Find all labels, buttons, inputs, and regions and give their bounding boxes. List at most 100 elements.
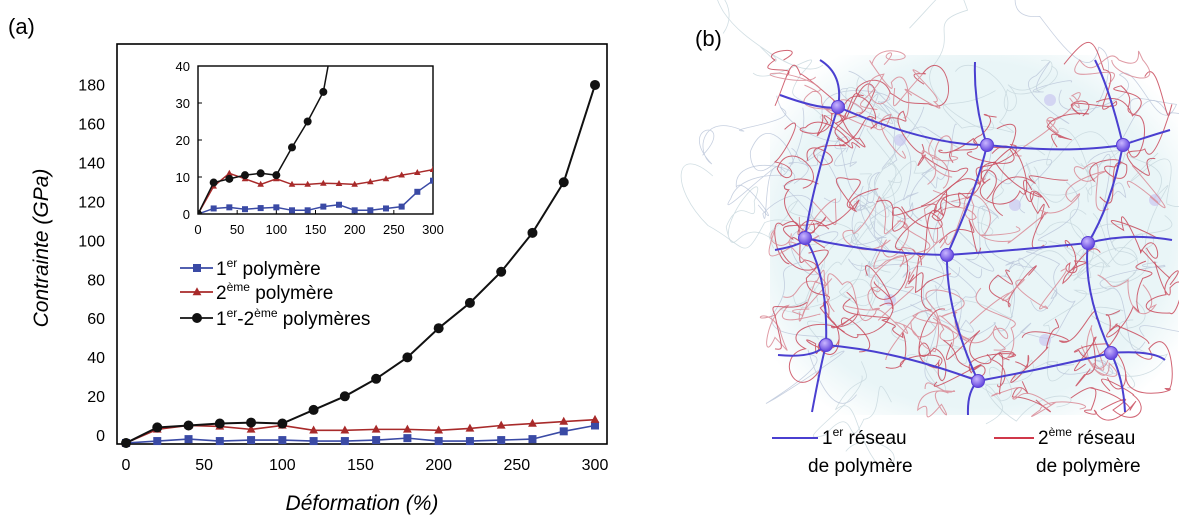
- faint-strand: [975, 359, 1048, 425]
- second-network-strand: [1126, 71, 1173, 176]
- y-tick-label: 140: [78, 156, 105, 173]
- inset-point-first: [257, 205, 264, 212]
- second-network-strand: [1029, 190, 1050, 249]
- y-tick-label: 60: [87, 311, 105, 328]
- second-network-strand: [773, 122, 814, 189]
- faint-strand: [1073, 215, 1173, 283]
- second-network-strand: [816, 100, 866, 148]
- inset-series-layer: [198, 66, 433, 214]
- data-point-second: [371, 424, 381, 433]
- data-point-second: [496, 420, 506, 429]
- panel-a-label: (a): [8, 14, 35, 39]
- x-tick-label: 200: [425, 457, 452, 474]
- inset-point-both: [319, 87, 328, 96]
- crosslink-node: [940, 248, 954, 262]
- second-network-strand: [962, 351, 1017, 378]
- data-point-second: [434, 425, 444, 434]
- faint-strand: [1139, 325, 1179, 337]
- second-network-strand: [759, 304, 821, 351]
- inset-x-tick-label: 100: [265, 222, 287, 237]
- second-network-strand: [788, 323, 845, 383]
- faint-strand: [680, 163, 821, 249]
- data-point-first: [528, 435, 537, 444]
- inset-point-first: [320, 203, 327, 210]
- main-series-layer: [121, 79, 600, 448]
- legend-label-first: 1er polymère: [216, 256, 321, 280]
- faint-strand: [791, 143, 842, 203]
- second-network-strand: [830, 291, 871, 353]
- inset-point-both: [256, 169, 265, 178]
- faint-strand: [1069, 209, 1154, 291]
- faint-strand: [942, 65, 1014, 133]
- second-network-strand: [989, 265, 1037, 308]
- data-point-both: [496, 266, 507, 277]
- faint-strand: [1048, 213, 1138, 279]
- inset-point-first: [430, 177, 433, 184]
- second-network-strand: [954, 311, 1009, 351]
- x-axis-ticks: 0 50 100 150 200 250 300: [122, 457, 609, 474]
- faint-strand: [762, 166, 824, 276]
- inset-y-tick-label: 20: [176, 133, 190, 148]
- data-point-first: [309, 437, 318, 446]
- x-tick-label: 150: [347, 457, 374, 474]
- data-point-second: [559, 416, 569, 425]
- second-network-strand: [1097, 274, 1158, 315]
- data-point-both: [402, 352, 413, 363]
- first-network-strand: [973, 61, 988, 146]
- x-tick-label: 0: [122, 457, 131, 474]
- inset-clip-group: [198, 66, 433, 214]
- second-network-strand: [871, 206, 943, 300]
- inset-point-second: [257, 180, 264, 187]
- first-network-strand: [946, 144, 988, 256]
- second-network-strand: [767, 49, 793, 77]
- second-network-strand: [933, 339, 982, 387]
- second-network-strand: [783, 178, 819, 234]
- x-tick-label: 300: [582, 457, 609, 474]
- data-point-both: [121, 438, 131, 448]
- faint-strand: [1062, 233, 1144, 268]
- inset-x-tick-label: 200: [344, 222, 366, 237]
- inset-line-first: [198, 180, 433, 214]
- first-network-strand: [1087, 235, 1173, 244]
- crosslink-node: [831, 100, 845, 114]
- data-point-first: [434, 437, 443, 446]
- y-tick-label: 0: [96, 428, 105, 445]
- y-tick-label: 160: [78, 117, 105, 134]
- inset-x-tick-label: 150: [305, 222, 327, 237]
- faint-strand: [813, 375, 892, 438]
- data-point-second: [340, 425, 350, 434]
- faint-strand: [845, 76, 899, 166]
- inset-point-second: [304, 180, 311, 187]
- second-network-strand: [1074, 336, 1097, 387]
- second-network-strand: [1140, 242, 1171, 279]
- inset-point-first: [383, 205, 389, 212]
- second-network-strand: [992, 175, 1069, 217]
- second-network-strand: [877, 235, 948, 321]
- data-point-first: [278, 436, 287, 445]
- faint-strand: [955, 205, 1037, 272]
- legend-marker-both: [192, 313, 202, 323]
- faint-node: [1044, 94, 1056, 106]
- second-network-strands: [759, 42, 1179, 421]
- data-point-first: [372, 436, 381, 445]
- second-network-strand: [876, 191, 948, 232]
- second-network-strand: [783, 216, 830, 249]
- first-network-strand: [804, 106, 839, 239]
- inset-x-tick-label: 250: [383, 222, 405, 237]
- first-network-strand: [1094, 59, 1124, 146]
- second-network-strand: [860, 73, 891, 111]
- inset-point-first: [289, 207, 295, 214]
- first-network-strands: [774, 59, 1173, 416]
- legend-marker-first: [193, 264, 201, 272]
- legend-label-second: 2ème polymère: [216, 280, 333, 304]
- inset-frame: [197, 65, 434, 215]
- faint-strand: [1026, 248, 1061, 312]
- second-network-strand: [1070, 387, 1137, 421]
- inset-point-second: [226, 169, 233, 176]
- second-network-strand: [918, 308, 947, 382]
- network-legend-subtitle-first: de polymère: [808, 456, 913, 477]
- inset-point-second: [288, 180, 296, 187]
- y-tick-label: 40: [87, 350, 105, 367]
- inset-point-first: [273, 204, 280, 211]
